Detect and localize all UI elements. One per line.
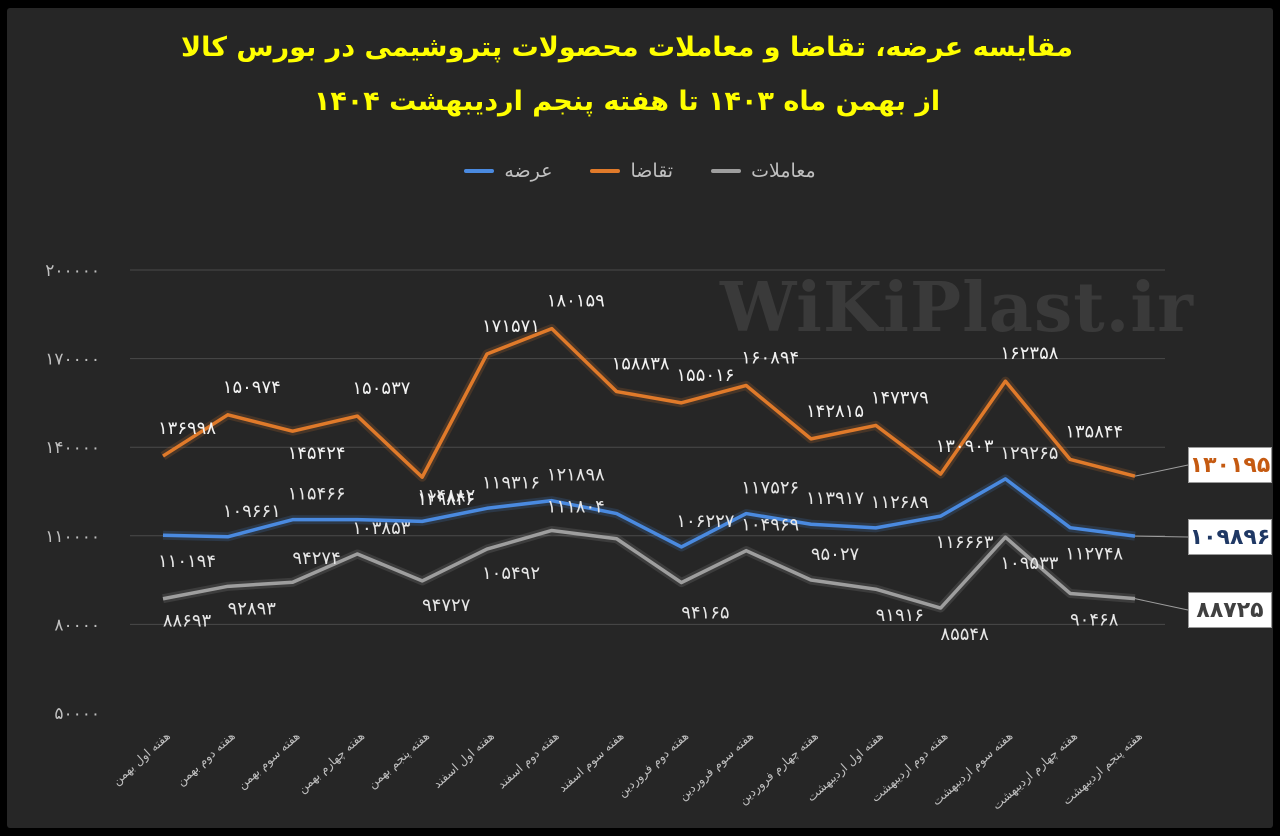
data-label-demand: ۱۶۲۳۵۸ xyxy=(1000,343,1058,364)
legend-swatch-trades xyxy=(711,169,742,173)
y-tick-label: ۵۰۰۰۰ xyxy=(54,704,100,724)
data-label-supply: ۱۲۹۲۶۵ xyxy=(1000,443,1058,464)
x-tick-label: هفته سوم بهمن xyxy=(235,729,304,793)
data-label-supply: ۱۱۵۴۶۶ xyxy=(288,484,346,505)
data-label-supply: ۱۲۱۸۹۸ xyxy=(547,465,605,486)
x-tick-label: هفته دوم بهمن xyxy=(174,729,239,789)
leader-line-demand xyxy=(1134,464,1189,477)
end-label-trades: ۸۸۷۲۵ xyxy=(1188,592,1272,628)
legend: عرضه تقاضا معاملات xyxy=(0,160,1280,182)
data-label-demand: ۱۴۵۴۲۴ xyxy=(288,443,346,464)
data-label-trades: ۹۴۲۷۴ xyxy=(292,548,340,569)
data-label-supply: ۱۱۷۵۲۶ xyxy=(741,478,799,499)
data-label-demand: ۱۵۸۸۳۸ xyxy=(612,354,670,375)
data-label-demand: ۱۶۰۸۹۴ xyxy=(741,347,799,368)
end-label-supply: ۱۰۹۸۹۶ xyxy=(1188,519,1272,555)
data-label-trades: ۹۱۹۱۶ xyxy=(876,605,924,626)
data-label-demand: ۱۳۵۸۴۴ xyxy=(1065,421,1123,442)
y-tick-label: ۲۰۰۰۰۰ xyxy=(45,261,100,281)
legend-item-trades: معاملات xyxy=(711,160,816,182)
x-tick-label: هفته چهارم بهمن xyxy=(295,729,368,797)
data-label-supply: ۱۱۲۷۴۸ xyxy=(1065,544,1123,565)
data-label-supply: ۱۰۹۶۶۱ xyxy=(223,501,281,522)
legend-label-demand: تقاضا xyxy=(630,160,674,182)
x-tick-label: هفته پنجم بهمن xyxy=(365,729,433,792)
data-label-demand: ۱۳۰۹۰۳ xyxy=(936,436,994,457)
data-label-supply: ۱۱۹۳۱۶ xyxy=(482,472,540,493)
data-label-supply: ۱۰۶۲۲۷ xyxy=(676,511,734,532)
leader-line-trades xyxy=(1134,598,1189,611)
x-tick-label: هفته سوم اسفند xyxy=(555,729,627,796)
data-label-demand: ۱۳۶۹۹۸ xyxy=(158,418,216,439)
data-label-supply: ۱۱۴۸۸۲ xyxy=(417,485,475,506)
data-label-supply: ۱۱۰۱۹۴ xyxy=(158,551,216,572)
chart-subtitle: از بهمن ماه ۱۴۰۳ تا هفته پنجم اردیبهشت ۱… xyxy=(313,86,941,117)
legend-item-supply: عرضه xyxy=(464,160,552,182)
x-tick-label: هفته دوم اسفند xyxy=(494,729,562,792)
data-label-trades: ۱۱۱۸۰۴ xyxy=(547,496,605,517)
data-label-trades: ۹۰۴۶۸ xyxy=(1070,609,1119,630)
legend-label-supply: عرضه xyxy=(504,160,553,182)
series-line-demand xyxy=(162,326,1136,479)
y-tick-label: ۱۷۰۰۰۰ xyxy=(45,350,100,370)
legend-item-demand: تقاضا xyxy=(590,160,673,182)
chart-frame: مقایسه عرضه، تقاضا و معاملات محصولات پتر… xyxy=(7,8,1273,828)
data-label-trades: ۹۴۱۶۵ xyxy=(681,603,729,624)
legend-label-trades: معاملات xyxy=(751,160,816,182)
data-label-demand: ۱۴۲۸۱۵ xyxy=(806,401,864,422)
x-tick-label: هفته اول اسفند xyxy=(430,729,497,792)
data-label-trades: ۸۸۶۹۳ xyxy=(163,611,212,632)
end-label-demand: ۱۳۰۱۹۵ xyxy=(1188,447,1272,483)
data-label-trades: ۱۰۹۵۳۳ xyxy=(1000,553,1058,574)
legend-swatch-demand xyxy=(590,169,621,173)
chart-title: مقایسه عرضه، تقاضا و معاملات محصولات پتر… xyxy=(181,32,1073,63)
data-label-trades: ۱۰۳۸۵۳ xyxy=(352,518,410,539)
y-tick-label: ۸۰۰۰۰ xyxy=(54,615,100,635)
data-label-demand: ۱۵۰۵۳۷ xyxy=(352,378,410,399)
data-label-trades: ۱۰۵۴۹۲ xyxy=(482,563,540,584)
data-label-trades: ۸۵۵۴۸ xyxy=(940,624,989,645)
data-label-supply: ۱۱۶۶۶۳ xyxy=(936,532,994,553)
data-label-demand: ۱۵۵۰۱۶ xyxy=(676,365,734,386)
leader-line-supply xyxy=(1134,535,1189,538)
series-line-supply xyxy=(162,477,1136,549)
x-tick-label: هفته اول بهمن xyxy=(109,729,173,789)
data-label-trades: ۱۰۴۹۶۹ xyxy=(741,515,799,536)
series-line-trades xyxy=(162,528,1136,610)
data-label-trades: ۹۴۷۲۷ xyxy=(422,595,471,616)
legend-swatch-supply xyxy=(464,169,495,173)
data-label-trades: ۹۲۸۹۳ xyxy=(228,598,277,619)
data-label-trades: ۹۵۰۲۷ xyxy=(811,544,860,565)
data-label-demand: ۱۷۱۵۷۱ xyxy=(482,316,540,337)
data-label-supply: ۱۱۳۹۱۷ xyxy=(806,488,864,509)
data-label-supply: ۱۱۲۶۸۹ xyxy=(871,492,929,513)
y-tick-label: ۱۴۰۰۰۰ xyxy=(45,438,100,458)
y-tick-label: ۱۱۰۰۰۰ xyxy=(45,527,100,547)
data-label-demand: ۱۸۰۱۵۹ xyxy=(547,291,605,312)
data-label-demand: ۱۵۰۹۷۴ xyxy=(223,377,281,398)
data-label-demand: ۱۲۹۸۴۶ xyxy=(417,489,475,510)
watermark: WiKiPlast.ir xyxy=(720,268,1194,348)
data-label-demand: ۱۴۷۳۷۹ xyxy=(871,387,929,408)
